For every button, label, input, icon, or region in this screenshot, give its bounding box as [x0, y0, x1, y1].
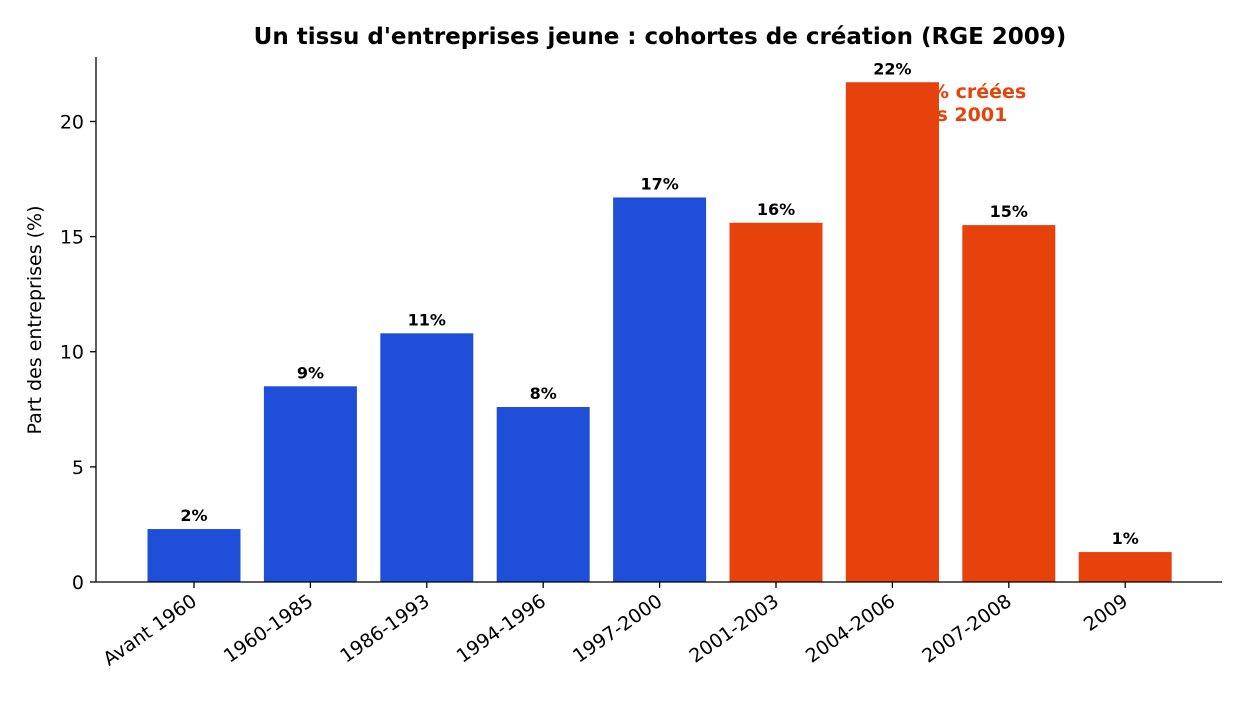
bars-group — [147, 82, 1172, 583]
bar — [496, 407, 590, 582]
bar-value-label: 16% — [757, 200, 795, 219]
x-tick-label: 2007-2008 — [918, 590, 1015, 667]
y-tick-label: 20 — [60, 111, 84, 133]
annotation-text: is 2001 — [930, 104, 1007, 126]
bar — [962, 225, 1056, 582]
y-axis-label: Part des entreprises (%) — [24, 205, 46, 434]
bar-overlay — [845, 82, 939, 582]
bar-value-label: 15% — [990, 202, 1028, 221]
x-tick-label: 1997-2000 — [569, 590, 666, 667]
bar — [613, 197, 707, 583]
bar — [147, 529, 241, 582]
x-tick-label: 1986-1993 — [336, 590, 433, 667]
x-tick-label: 2009 — [1080, 590, 1132, 636]
bar — [729, 222, 823, 582]
x-tick-label: 1960-1985 — [220, 590, 317, 667]
x-tick-label: 2004-2006 — [802, 590, 899, 667]
bar-value-label: 1% — [1112, 529, 1139, 548]
bar-value-label: 11% — [408, 310, 446, 329]
bar-value-label: 22% — [873, 59, 911, 78]
annotation-text: % créées — [930, 81, 1026, 103]
bar-value-label: 8% — [530, 384, 557, 403]
x-tick-label: 1994-1996 — [453, 590, 550, 667]
bar-labels-group: 2% 9% 11% 8% 17% 16% 22% 15% 1% — [180, 59, 1138, 548]
y-tick-label: 15 — [60, 227, 84, 249]
y-tick-label: 0 — [72, 572, 84, 594]
bar — [263, 386, 357, 582]
bar-value-label: 9% — [297, 363, 324, 382]
bar-value-label: 17% — [640, 174, 678, 193]
y-tick-label: 5 — [72, 457, 84, 479]
chart-title: Un tissu d'entreprises jeune : cohortes … — [254, 24, 1067, 50]
bar-value-label: 2% — [180, 506, 207, 525]
x-tick-label: Avant 1960 — [99, 590, 201, 670]
bar — [1078, 552, 1172, 582]
bar — [380, 333, 474, 582]
y-tick-label: 10 — [60, 342, 84, 364]
x-tick-label: 2001-2003 — [685, 590, 782, 667]
